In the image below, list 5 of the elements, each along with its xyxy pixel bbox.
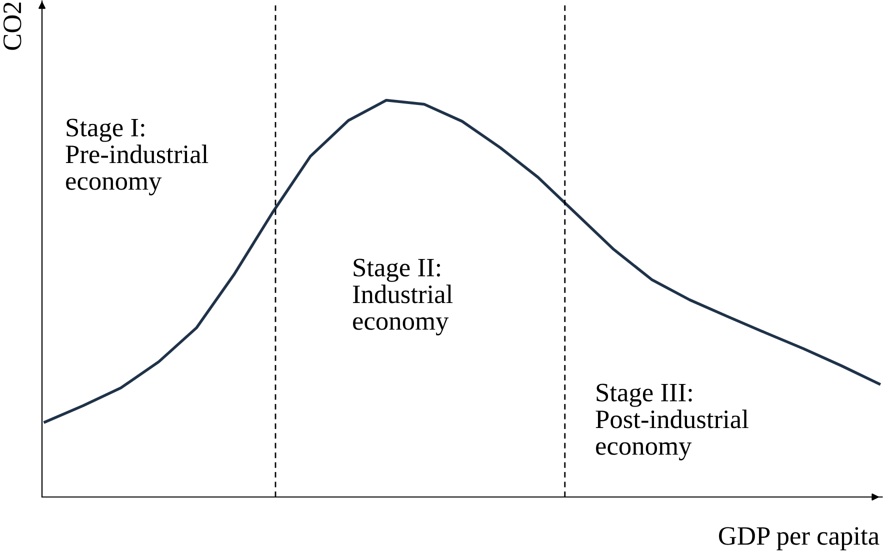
annotation: Stage II: Industrial economy <box>352 258 453 336</box>
annotation: Stage III: Post-industrial economy <box>596 384 748 460</box>
annotation: Stage I: Pre-industrial economy <box>66 118 208 196</box>
y-axis-title: CO2 <box>3 2 22 50</box>
x-axis-title: GDP per capita <box>718 527 880 550</box>
